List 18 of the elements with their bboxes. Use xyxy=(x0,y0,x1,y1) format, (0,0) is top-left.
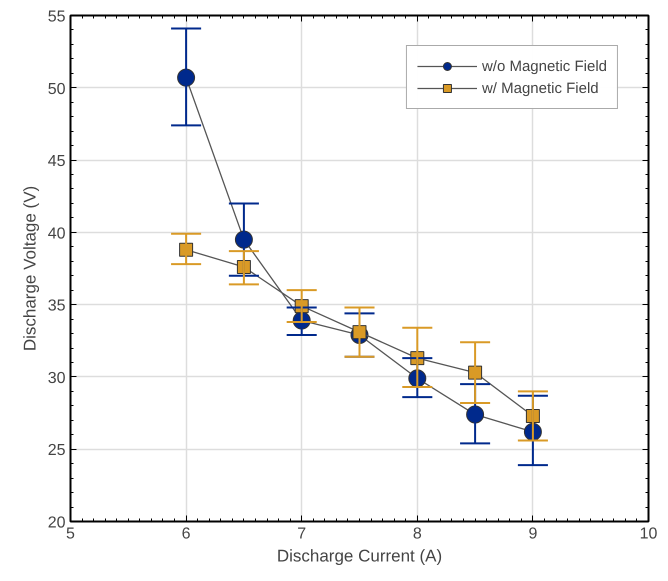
y-tick-label: 25 xyxy=(48,442,66,460)
x-tick-label: 8 xyxy=(412,526,422,542)
y-tick-label: 35 xyxy=(48,298,66,315)
y-tick-label: 50 xyxy=(48,80,66,98)
x-tick-label: 5 xyxy=(66,526,76,542)
legend-label: w/o Magnetic Field xyxy=(482,58,607,74)
x-tick-label: 7 xyxy=(297,526,306,542)
legend-label: w/ Magnetic Field xyxy=(482,80,599,96)
x-axis-title: Discharge Current (A) xyxy=(276,546,442,566)
y-axis-title: Discharge Voltage (V) xyxy=(20,186,40,352)
y-tick-label: 40 xyxy=(48,225,66,242)
x-tick-label: 9 xyxy=(528,526,538,542)
y-tick-label: 20 xyxy=(48,514,66,532)
x-tick-label: 10 xyxy=(640,526,658,542)
y-tick-label: 55 xyxy=(48,8,66,26)
x-tick-label: 6 xyxy=(182,526,191,542)
y-tick-label: 45 xyxy=(48,153,66,170)
y-tick-label: 30 xyxy=(48,370,66,387)
